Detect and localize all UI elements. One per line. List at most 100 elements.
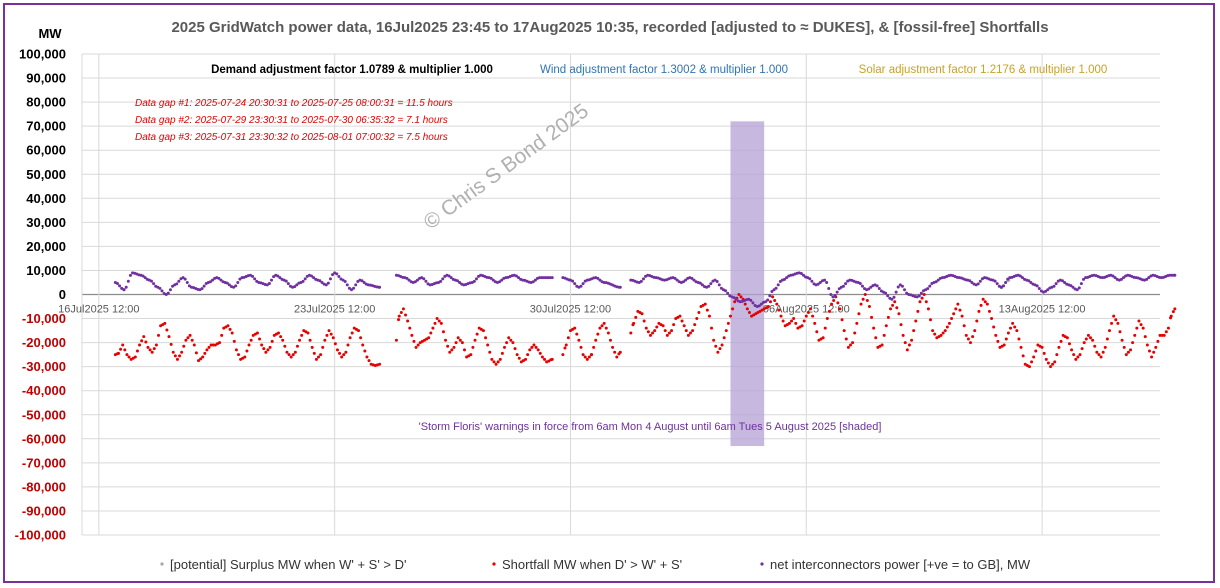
interconnector-point — [219, 278, 223, 282]
shortfall-point — [121, 343, 125, 347]
interconnector-point — [732, 296, 736, 300]
interconnector-point — [1035, 284, 1039, 288]
shortfall-point — [575, 332, 579, 336]
shortfall-point — [325, 333, 329, 337]
x-tick-labels: 16Jul2025 12:00 23Jul2025 12:00 30Jul2025 … — [58, 304, 1085, 316]
shortfall-point — [1112, 314, 1116, 318]
interconnector-point — [673, 276, 677, 280]
shortfall-point — [1147, 349, 1151, 353]
shortfall-point — [611, 345, 615, 349]
shortfall-point — [926, 307, 930, 311]
shortfall-point — [287, 353, 291, 357]
interconnector-point — [265, 283, 269, 287]
interconnector-point — [1147, 276, 1151, 280]
shortfall-point — [1009, 326, 1013, 330]
shortfall-point — [962, 324, 966, 328]
interconnector-point — [253, 277, 257, 281]
interconnector-point — [175, 282, 179, 286]
shortfall-point — [1131, 341, 1135, 345]
shortfall-point — [264, 350, 268, 354]
shortfall-point — [439, 321, 443, 325]
interconnector-point — [312, 276, 316, 280]
series-interconnector — [113, 271, 1177, 309]
interconnector-point — [362, 280, 366, 284]
wind-factor-note: Wind adjustment factor 1.3002 & multipli… — [540, 64, 788, 76]
shortfall-point — [502, 345, 506, 349]
interconnector-point — [514, 274, 518, 278]
shortfall-point — [775, 302, 779, 306]
interconnector-point — [884, 291, 888, 295]
shortfall-point — [298, 338, 302, 342]
interconnector-point — [171, 284, 175, 288]
interconnector-point — [698, 281, 702, 285]
shortfall-point — [289, 355, 293, 359]
shortfall-point — [832, 299, 836, 303]
shortfall-point — [956, 302, 960, 306]
interconnector-point — [841, 284, 845, 288]
shortfall-point — [870, 315, 874, 319]
interconnector-point — [1168, 273, 1172, 277]
shortfall-point — [262, 347, 266, 351]
interconnector-point — [833, 293, 837, 297]
shortfall-point — [1103, 345, 1107, 349]
interconnector-point — [1079, 282, 1083, 286]
interconnector-point — [301, 279, 305, 283]
shortfall-point — [308, 338, 312, 342]
shortfall-point — [865, 299, 869, 303]
interconnector-point — [898, 283, 902, 287]
shortfall-point — [148, 348, 152, 352]
interconnector-point — [498, 280, 502, 284]
shortfall-point — [931, 329, 935, 333]
shortfall-point — [600, 324, 604, 328]
shortfall-point — [492, 360, 496, 364]
shortfall-point — [800, 324, 804, 328]
shortfall-point — [203, 351, 207, 355]
interconnector-point — [360, 279, 364, 283]
interconnector-point — [759, 302, 763, 306]
interconnector-point — [1052, 284, 1056, 288]
shortfall-point — [268, 345, 272, 349]
interconnector-point — [177, 279, 181, 283]
interconnector-point — [185, 280, 189, 284]
shortfall-point — [693, 323, 697, 327]
shortfall-point — [857, 312, 861, 316]
shortfall-point — [994, 333, 998, 337]
shortfall-point — [524, 357, 528, 361]
shortfall-point — [1156, 339, 1160, 343]
y-tick-label: -20,000 — [22, 335, 66, 350]
shortfall-point — [281, 338, 285, 342]
shortfall-point — [526, 353, 530, 357]
shortfall-point — [321, 345, 325, 349]
shortfall-point — [188, 333, 192, 337]
shortfall-point — [712, 338, 716, 342]
interconnector-point — [550, 276, 554, 280]
shortfall-point — [933, 332, 937, 336]
shortfall-point — [323, 338, 327, 342]
shortfall-point — [249, 338, 253, 342]
shortfall-point — [1133, 333, 1137, 337]
shortfall-point — [646, 330, 650, 334]
shortfall-point — [319, 353, 323, 357]
shortfall-point — [532, 343, 536, 347]
shortfall-point — [435, 317, 439, 321]
shortfall-point — [644, 326, 648, 330]
shortfall-point — [1074, 357, 1078, 361]
shortfall-point — [790, 319, 794, 323]
shortfall-point — [540, 355, 544, 359]
interconnector-point — [267, 281, 271, 285]
shortfall-point — [745, 307, 749, 311]
shortfall-point — [838, 307, 842, 311]
shortfall-point — [317, 355, 321, 359]
shortfall-point — [1095, 350, 1099, 354]
shortfall-point — [1046, 361, 1050, 365]
shortfall-point — [672, 323, 676, 327]
interconnector-point — [354, 283, 358, 287]
interconnector-point — [236, 280, 240, 284]
shortfall-point — [710, 326, 714, 330]
interconnector-point — [343, 279, 347, 283]
shortfall-point — [773, 299, 777, 303]
shortfall-point — [507, 336, 511, 340]
shortfall-point — [604, 326, 608, 330]
demand-factor-note: Demand adjustment factor 1.0789 & multip… — [211, 64, 493, 76]
